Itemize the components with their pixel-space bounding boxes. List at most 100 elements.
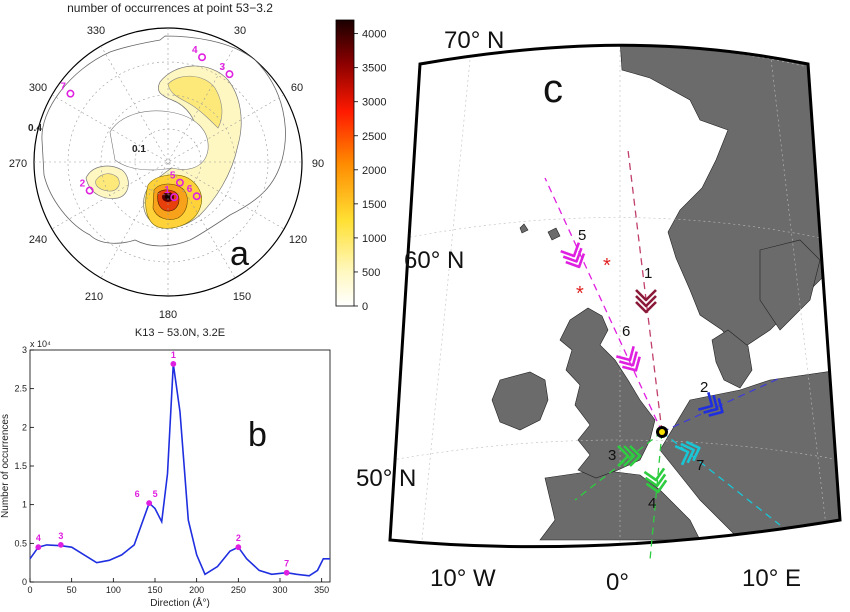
arrow-6 <box>616 346 641 372</box>
y-tick-label: 3 <box>22 345 27 355</box>
x-tick-label: 350 <box>314 585 329 595</box>
panel-c-label: c <box>543 67 563 111</box>
polar-peak-marker <box>192 192 201 201</box>
arrow-chevron <box>644 473 667 488</box>
arrow-chevron <box>708 398 724 417</box>
y-tick-label: 1 <box>22 500 27 510</box>
map-arrows: 1 2 3 4 5 6 7 <box>560 227 724 512</box>
colorbar-tick-label: 0 <box>362 301 368 313</box>
y-tick-label: 0.5 <box>14 538 27 548</box>
polar-peak-label: 1 <box>164 185 170 196</box>
radial-label: 0.1 <box>132 144 146 155</box>
arrow-chevron <box>680 442 695 464</box>
colorbar-tick-label: 2000 <box>362 165 386 177</box>
arrow-chevron <box>560 242 581 258</box>
colorbar <box>335 19 355 307</box>
arrow-chevron <box>629 445 642 467</box>
polar-peak-marker <box>170 193 179 202</box>
colorbar-tick-label: 3000 <box>362 97 386 109</box>
arrow-chevron <box>635 289 657 302</box>
angle-tick: 270 <box>9 158 27 170</box>
line-peak-label: 6 <box>135 489 140 499</box>
map-coordinate-labels: 70° N 60° N 50° N 10° W 0° 10° E <box>356 27 801 596</box>
lon-label: 0° <box>606 569 629 596</box>
colorbar-tick-label: 1500 <box>362 199 386 211</box>
radial-label: 0.4 <box>28 123 42 134</box>
panel-b-title: K13 − 53.0N, 3.2E <box>135 327 225 339</box>
arrow-2 <box>698 392 724 417</box>
line-peaks: 1 2 3 4 5 6 7 <box>35 350 290 576</box>
x-tick-label: 0 <box>27 585 32 595</box>
arrow-label: 2 <box>700 379 708 396</box>
arrow-chevron <box>562 247 583 263</box>
y-tick-label: 2.5 <box>14 384 27 394</box>
angle-tick: 330 <box>87 25 105 37</box>
lon-label: 10° W <box>430 565 496 592</box>
angle-tick: 150 <box>233 291 251 303</box>
line-peak-marker <box>235 544 242 551</box>
line-peak-label: 1 <box>171 350 176 360</box>
x-tick-label: 150 <box>147 585 162 595</box>
panel-c: 1 2 3 4 5 6 7 * * c 70° N 60° N 50° N 10° W 0°… <box>356 27 842 596</box>
asterisk-marker: * <box>576 283 584 305</box>
shetland <box>547 227 561 241</box>
ireland <box>491 371 549 431</box>
arrow-label: 3 <box>608 447 616 464</box>
colorbar-tick-label: 4000 <box>362 29 386 41</box>
y-axis-label: Number of occurrences <box>0 414 11 518</box>
panel-a: number of occurrences at point 53−3.2 <box>9 1 387 321</box>
polar-peak-label: 2 <box>80 179 86 190</box>
panel-a-title: number of occurrences at point 53−3.2 <box>67 1 273 15</box>
x-axis-label: Direction (Å°) <box>150 596 210 609</box>
arrow-chevron <box>635 295 657 308</box>
angle-tick: 180 <box>159 309 177 321</box>
arrow-chevron <box>616 346 635 362</box>
polar-peaks: 1 2 3 4 56 7 <box>60 45 234 202</box>
x-tick-label: 100 <box>106 585 121 595</box>
arrow-chevron <box>703 395 719 414</box>
x-tick-label: 200 <box>189 585 204 595</box>
arrow-chevron <box>645 479 668 494</box>
line-peak-label: 3 <box>58 531 63 541</box>
arrow-label: 5 <box>578 227 586 244</box>
line-peak-label: 4 <box>36 533 41 543</box>
polar-peak-label: 4 <box>192 45 198 56</box>
polar-peak-marker <box>198 53 207 62</box>
arrow-chevron <box>619 351 638 367</box>
polar-contours <box>41 35 286 247</box>
line-axes: 0 50 100 150 200 250 300 350 0 0.5 1 1.5 2 2.5 3 <box>14 345 329 595</box>
arrow-4 <box>643 467 668 494</box>
line-peak-label: 7 <box>284 559 289 569</box>
colorbar-tick-label: 1000 <box>362 233 386 245</box>
arrow-chevron <box>685 440 701 462</box>
colorbar-tick-label: 500 <box>362 267 380 279</box>
arrow-chevron <box>623 445 636 467</box>
denmark <box>711 329 753 389</box>
line-peak-marker <box>35 544 42 551</box>
polar-peak-label: 7 <box>60 82 66 93</box>
x-tick-label: 50 <box>67 585 77 595</box>
line-peak-label: 5 <box>153 489 158 499</box>
angle-tick: 210 <box>85 291 103 303</box>
arrow-label: 1 <box>644 265 652 282</box>
polar-peak-marker <box>66 89 75 98</box>
y-multiplier: x 10⁴ <box>30 339 51 349</box>
panel-b: K13 − 53.0N, 3.2E x 10⁴ 0 50 100 150 200 250 3… <box>0 327 331 609</box>
colorbar-ticks: 0 500 1000 1500 2000 2500 3000 3500 4000 <box>354 29 386 313</box>
polar-peak-marker <box>175 178 184 187</box>
colorbar-tick-label: 3500 <box>362 63 386 75</box>
angle-tick: 30 <box>234 25 246 37</box>
x-tick-label: 250 <box>231 585 246 595</box>
site-marker <box>659 429 665 435</box>
arrow-chevron <box>565 253 586 269</box>
map-land <box>491 45 840 541</box>
arrow-5 <box>560 242 586 269</box>
polar-peak-label: 3 <box>219 62 225 73</box>
panel-b-label: b <box>248 416 267 454</box>
arrow-chevron <box>635 301 657 314</box>
y-tick-label: 1.5 <box>14 461 27 471</box>
arrow-label: 4 <box>648 495 656 512</box>
arrow-label: 6 <box>622 323 630 340</box>
arrow-chevron <box>674 444 690 466</box>
